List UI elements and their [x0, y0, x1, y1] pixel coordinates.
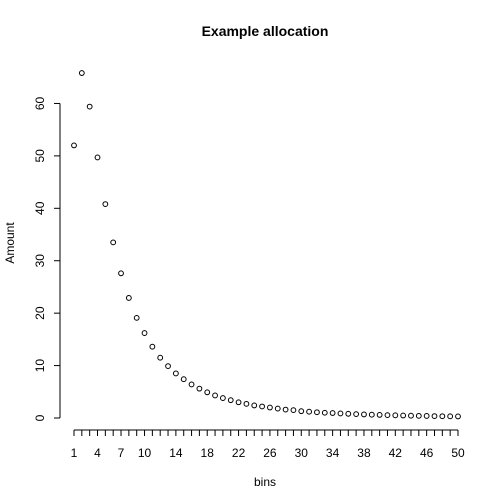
data-point [125, 295, 132, 301]
data-point [345, 410, 352, 417]
data-point [141, 330, 148, 336]
x-tick-label: 4 [94, 446, 101, 460]
data-point [102, 201, 109, 208]
x-tick-label: 30 [295, 446, 309, 460]
x-tick-label: 46 [420, 446, 434, 460]
x-axis: 1 4 7 10 14 18 22 26 30 34 38 42 46 50 [71, 429, 465, 460]
y-axis-label: Amount [3, 222, 17, 264]
data-point [306, 408, 313, 415]
data-point [415, 412, 422, 419]
data-point [455, 413, 461, 420]
x-tick-label: 26 [263, 446, 277, 460]
data-point [447, 413, 454, 420]
x-tick-label: 42 [389, 446, 403, 460]
data-point [431, 413, 438, 420]
data-point [259, 403, 265, 410]
x-tick-label: 34 [326, 446, 340, 460]
data-point [282, 406, 289, 413]
data-point [392, 412, 399, 419]
data-point [235, 399, 242, 406]
data-point [368, 411, 375, 418]
data-point [243, 400, 250, 407]
data-point [361, 411, 367, 418]
data-point [165, 363, 171, 370]
data-point [251, 402, 258, 409]
data-point [400, 412, 407, 419]
data-point [267, 404, 273, 411]
data-point [408, 412, 414, 419]
data-points [71, 70, 461, 420]
data-point [384, 412, 391, 419]
y-tick-label: 40 [33, 201, 47, 215]
x-tick-label: 7 [118, 446, 125, 460]
data-point [204, 389, 211, 396]
data-point [212, 392, 218, 399]
data-point [118, 270, 124, 277]
data-point [298, 408, 305, 415]
x-axis-label: bins [254, 475, 276, 489]
data-point [157, 354, 164, 361]
x-tick-label: 10 [138, 446, 152, 460]
data-point [321, 409, 328, 416]
y-tick-label: 30 [33, 254, 47, 268]
data-point [78, 70, 85, 76]
y-tick-label: 20 [33, 306, 47, 320]
data-point [172, 370, 179, 377]
x-tick-label: 38 [357, 446, 371, 460]
data-point [290, 407, 297, 414]
data-point [86, 103, 93, 110]
data-point [180, 376, 187, 383]
data-point [337, 410, 344, 417]
x-tick-label: 1 [71, 446, 78, 460]
y-tick-label: 0 [33, 414, 47, 421]
chart-title: Example allocation [202, 23, 329, 39]
data-point [71, 142, 77, 149]
data-point [227, 397, 234, 404]
data-point [196, 385, 203, 392]
y-tick-label: 10 [33, 359, 47, 373]
y-tick-label: 50 [33, 149, 47, 163]
data-point [110, 239, 117, 246]
data-point [353, 411, 360, 418]
x-tick-label: 14 [169, 446, 183, 460]
data-point [188, 381, 195, 388]
x-tick-label: 22 [232, 446, 246, 460]
data-point [423, 413, 430, 419]
x-tick-label: 50 [451, 446, 465, 460]
data-point [219, 395, 226, 401]
data-point [149, 343, 156, 350]
data-point [94, 154, 101, 161]
data-point [314, 409, 320, 416]
y-axis: 0 10 20 30 40 50 60 [33, 96, 61, 421]
x-tick-label: 18 [201, 446, 215, 460]
data-point [329, 410, 336, 416]
data-point [439, 413, 446, 420]
data-point [274, 405, 281, 412]
data-point [133, 314, 140, 321]
y-tick-label: 60 [33, 96, 47, 110]
data-point [376, 412, 383, 418]
